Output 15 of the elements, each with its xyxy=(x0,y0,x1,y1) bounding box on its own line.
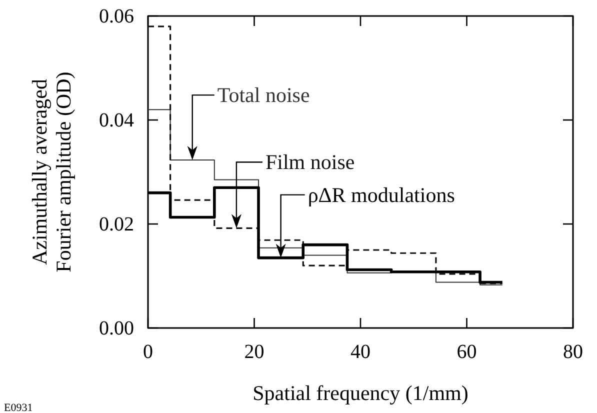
text: Film noise xyxy=(265,150,355,174)
x-tick-label: 80 xyxy=(563,341,583,364)
x-tick-label: 40 xyxy=(350,341,370,364)
y-tick-label: 0.06 xyxy=(99,5,134,28)
y-tick-label: 0.00 xyxy=(99,317,134,340)
y-tick-label: 0.02 xyxy=(99,213,134,236)
x-axis-title: Spatial frequency (1/mm) xyxy=(252,381,468,405)
x-tick-label: 0 xyxy=(143,341,153,364)
y-axis-title: Azimuthally averaged Fourier amplitude (OD) xyxy=(27,72,76,272)
series-label: ρΔR modulations xyxy=(308,182,455,207)
text: E0931 xyxy=(4,402,33,413)
text: Total noise xyxy=(217,83,310,108)
x-tick-label: 20 xyxy=(244,341,264,364)
x-tick-label: 60 xyxy=(456,341,477,364)
y-tick-label: 0.04 xyxy=(99,109,134,132)
